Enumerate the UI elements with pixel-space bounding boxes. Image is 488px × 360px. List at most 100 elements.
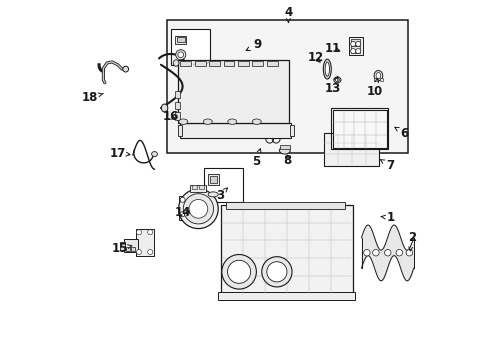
Bar: [180, 61, 191, 66]
Circle shape: [180, 212, 185, 217]
Circle shape: [136, 230, 141, 235]
Circle shape: [266, 262, 286, 282]
Circle shape: [178, 189, 218, 229]
Circle shape: [178, 52, 183, 58]
Text: 6: 6: [394, 127, 408, 140]
Circle shape: [227, 260, 250, 283]
Circle shape: [384, 249, 390, 256]
Bar: [175, 102, 180, 109]
Bar: [131, 247, 135, 251]
Bar: [207, 174, 218, 185]
Ellipse shape: [179, 119, 187, 124]
Text: 8: 8: [283, 154, 291, 167]
Bar: [279, 145, 289, 149]
Bar: [221, 205, 352, 293]
Ellipse shape: [122, 66, 128, 72]
Bar: [177, 37, 184, 42]
Bar: [123, 239, 138, 252]
Bar: [120, 242, 125, 250]
Text: 18: 18: [81, 91, 103, 104]
Bar: [136, 229, 153, 256]
Circle shape: [350, 49, 355, 54]
Bar: [332, 110, 386, 148]
Bar: [192, 185, 196, 189]
Circle shape: [355, 41, 360, 46]
Bar: [238, 61, 248, 66]
Text: 13: 13: [324, 76, 340, 95]
Text: 16: 16: [162, 111, 179, 123]
Circle shape: [180, 197, 185, 202]
Bar: [175, 112, 180, 120]
Bar: [226, 202, 345, 209]
Bar: [218, 292, 354, 300]
Ellipse shape: [279, 147, 289, 154]
Ellipse shape: [373, 71, 382, 81]
Circle shape: [406, 249, 412, 256]
Ellipse shape: [333, 77, 340, 83]
Text: 17: 17: [109, 147, 130, 159]
Text: 11: 11: [324, 42, 340, 55]
Ellipse shape: [252, 119, 261, 124]
Bar: [170, 29, 210, 65]
Bar: [125, 247, 130, 251]
Ellipse shape: [323, 59, 330, 79]
Ellipse shape: [227, 119, 236, 124]
Text: 4: 4: [284, 6, 292, 22]
Circle shape: [183, 194, 213, 224]
Bar: [209, 176, 216, 183]
Text: 12: 12: [306, 51, 323, 64]
Bar: [199, 185, 203, 189]
Circle shape: [147, 249, 152, 255]
Ellipse shape: [325, 62, 329, 76]
Circle shape: [147, 230, 152, 235]
Circle shape: [175, 50, 185, 60]
Bar: [209, 61, 220, 66]
Text: 3: 3: [216, 188, 227, 202]
Ellipse shape: [173, 60, 179, 66]
Circle shape: [355, 49, 360, 54]
Bar: [323, 133, 379, 166]
Ellipse shape: [375, 72, 380, 78]
Bar: [379, 78, 383, 81]
Bar: [190, 185, 206, 192]
Circle shape: [395, 249, 402, 256]
Text: 2: 2: [407, 231, 415, 251]
Circle shape: [136, 249, 141, 255]
Bar: [330, 108, 387, 149]
Bar: [175, 91, 180, 98]
Bar: [350, 39, 360, 45]
Text: 9: 9: [245, 39, 261, 51]
Bar: [266, 61, 277, 66]
Bar: [177, 125, 182, 136]
Bar: [350, 46, 360, 53]
Bar: [223, 61, 234, 66]
Ellipse shape: [335, 78, 339, 82]
Bar: [179, 123, 291, 138]
Bar: [179, 196, 191, 220]
Text: 10: 10: [366, 78, 382, 98]
Bar: [289, 125, 294, 136]
Circle shape: [363, 249, 369, 256]
Bar: [175, 36, 186, 44]
Text: 15: 15: [112, 242, 132, 255]
Circle shape: [350, 41, 355, 46]
Circle shape: [372, 249, 378, 256]
Ellipse shape: [151, 152, 157, 157]
Bar: [252, 61, 263, 66]
Ellipse shape: [208, 192, 218, 197]
Text: 5: 5: [251, 149, 261, 168]
Text: 1: 1: [380, 211, 393, 224]
Bar: [204, 168, 243, 202]
Bar: [373, 78, 377, 81]
Ellipse shape: [203, 119, 212, 124]
Bar: [178, 60, 288, 123]
Circle shape: [222, 255, 256, 289]
Text: 14: 14: [175, 206, 191, 219]
Text: 7: 7: [380, 159, 393, 172]
Circle shape: [261, 257, 291, 287]
Bar: [167, 20, 407, 153]
Circle shape: [189, 199, 207, 218]
Ellipse shape: [161, 104, 167, 112]
Bar: [194, 61, 205, 66]
Bar: [348, 37, 362, 55]
